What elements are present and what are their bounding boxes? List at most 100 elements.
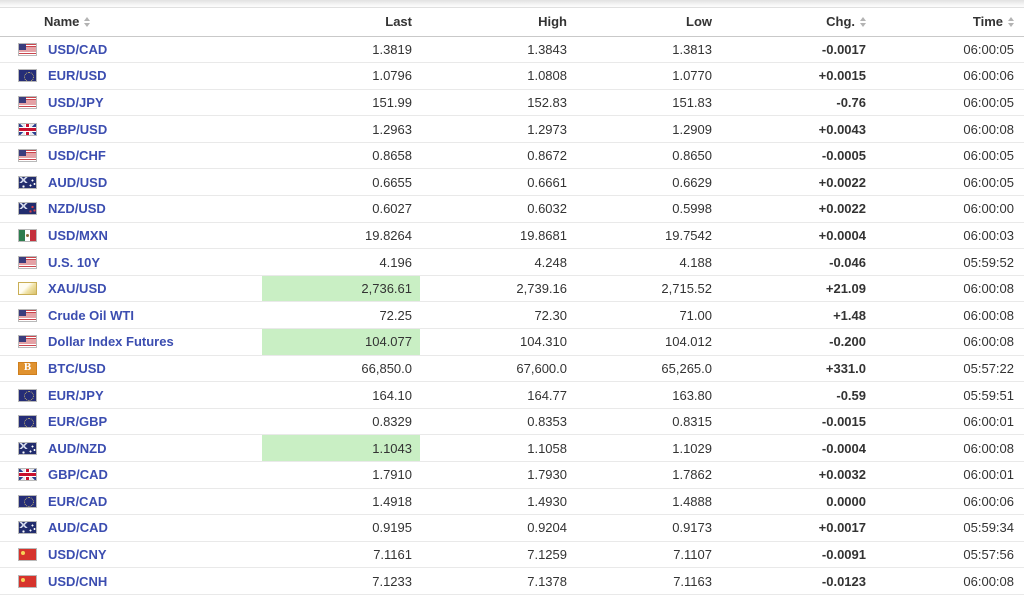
us-flag-icon [18,149,37,163]
name-cell: USD/CHF [0,142,262,170]
change-value: 0.0000 [720,488,874,516]
time-value: 06:00:06 [874,62,1024,90]
china-flag-icon [18,548,37,562]
instrument-link[interactable]: USD/CAD [48,41,108,57]
name-cell: USD/CNY [0,541,262,569]
low-value: 1.0770 [575,62,720,90]
column-header-high: High [420,8,575,37]
low-value: 1.4888 [575,488,720,516]
column-header-label: Chg. [826,14,855,30]
uk-flag-icon [18,122,37,136]
change-value: +0.0022 [720,168,874,197]
column-header-chg[interactable]: Chg. [720,8,874,37]
instrument-link[interactable]: AUD/NZD [48,440,107,456]
sort-icon[interactable] [860,16,866,27]
column-header-time[interactable]: Time [874,8,1024,37]
instrument-link[interactable]: USD/JPY [48,94,104,110]
instrument-link[interactable]: USD/CNH [48,573,108,589]
name-cell: USD/CNH [0,567,262,595]
table-row: BTC/USD 66,850.0 67,600.0 65,265.0 +331.… [0,355,1024,383]
last-value: 1.1043 [262,434,420,462]
table-row: AUD/NZD 1.1043 1.1058 1.1029 -0.0004 06:… [0,434,1024,462]
table-row: U.S. 10Y 4.196 4.248 4.188 -0.046 05:59:… [0,248,1024,276]
table-row: AUD/USD 0.6655 0.6661 0.6629 +0.0022 06:… [0,168,1024,197]
high-value: 152.83 [420,89,575,117]
time-value: 06:00:06 [874,488,1024,516]
instrument-link[interactable]: USD/MXN [48,227,108,243]
instrument-link[interactable]: U.S. 10Y [48,254,101,270]
gold-bar-icon [18,282,37,296]
sort-icon[interactable] [84,16,91,27]
last-value: 1.0796 [262,62,420,90]
low-value: 7.1107 [575,541,720,569]
instrument-link[interactable]: Crude Oil WTI [48,307,134,323]
instrument-link[interactable]: AUD/CAD [48,520,108,536]
column-header-name[interactable]: Name [0,8,262,37]
last-value: 72.25 [262,301,420,330]
time-value: 06:00:05 [874,89,1024,117]
china-flag-icon [18,574,37,588]
change-value: -0.59 [720,381,874,409]
high-value: 2,739.16 [420,275,575,303]
instrument-link[interactable]: AUD/USD [48,174,108,190]
us-flag-icon [18,42,37,56]
table-row: EUR/JPY 164.10 164.77 163.80 -0.59 05:59… [0,381,1024,409]
last-value: 1.7910 [262,461,420,489]
change-value: -0.0091 [720,541,874,569]
page-top-divider [0,0,1024,8]
instrument-link[interactable]: GBP/CAD [48,467,108,483]
table-row: USD/CNH 7.1233 7.1378 7.1163 -0.0123 06:… [0,567,1024,595]
name-cell: AUD/CAD [0,514,262,542]
change-value: -0.0015 [720,408,874,436]
instrument-link[interactable]: NZD/USD [48,201,106,217]
instrument-link[interactable]: XAU/USD [48,281,107,297]
australia-flag-icon [18,175,37,189]
high-value: 72.30 [420,301,575,330]
us-flag-icon [18,308,37,322]
time-value: 06:00:08 [874,115,1024,143]
change-value: +0.0015 [720,62,874,90]
instrument-link[interactable]: EUR/JPY [48,387,104,403]
instrument-link[interactable]: EUR/CAD [48,493,108,509]
bitcoin-icon [18,361,37,375]
name-cell: EUR/GBP [0,408,262,436]
us-flag-icon [18,335,37,349]
last-value: 0.9195 [262,514,420,542]
low-value: 1.7862 [575,461,720,489]
table-row: USD/CNY 7.1161 7.1259 7.1107 -0.0091 05:… [0,541,1024,569]
sort-icon[interactable] [1008,16,1014,27]
name-cell: USD/MXN [0,222,262,250]
table-row: USD/CHF 0.8658 0.8672 0.8650 -0.0005 06:… [0,142,1024,170]
last-value: 1.4918 [262,488,420,516]
instrument-link[interactable]: GBP/USD [48,121,108,137]
instrument-link[interactable]: EUR/USD [48,68,107,84]
table-row: Dollar Index Futures 104.077 104.310 104… [0,328,1024,356]
name-cell: U.S. 10Y [0,248,262,276]
time-value: 05:57:56 [874,541,1024,569]
change-value: +0.0017 [720,514,874,542]
table-row: EUR/USD 1.0796 1.0808 1.0770 +0.0015 06:… [0,62,1024,90]
last-value: 164.10 [262,381,420,409]
last-value: 7.1233 [262,567,420,595]
name-cell: AUD/NZD [0,434,262,462]
column-header-label: High [538,14,567,30]
low-value: 104.012 [575,328,720,356]
time-value: 05:59:34 [874,514,1024,542]
instrument-link[interactable]: BTC/USD [48,360,106,376]
time-value: 06:00:01 [874,408,1024,436]
low-value: 1.2909 [575,115,720,143]
last-value: 0.8329 [262,408,420,436]
quotes-tbody: USD/CAD 1.3819 1.3843 1.3813 -0.0017 06:… [0,36,1024,595]
australia-flag-icon [18,521,37,535]
instrument-link[interactable]: USD/CHF [48,148,106,164]
instrument-link[interactable]: EUR/GBP [48,414,108,430]
instrument-link[interactable]: Dollar Index Futures [48,334,174,350]
change-value: +0.0022 [720,195,874,223]
high-value: 104.310 [420,328,575,356]
time-value: 06:00:01 [874,461,1024,489]
instrument-link[interactable]: USD/CNY [48,547,107,563]
name-cell: GBP/USD [0,115,262,143]
table-row: USD/CAD 1.3819 1.3843 1.3813 -0.0017 06:… [0,36,1024,64]
low-value: 71.00 [575,301,720,330]
